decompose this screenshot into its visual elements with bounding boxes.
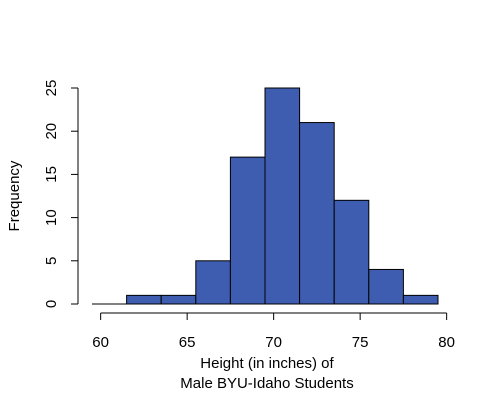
histogram-bar-0 [126, 294, 162, 305]
histogram-bar-2 [195, 260, 231, 305]
y-tick-label-0: 0 [43, 300, 60, 308]
histogram-bar-3 [229, 156, 266, 305]
y-tick-label-2: 10 [43, 209, 60, 226]
x-tick-label-1: 65 [179, 334, 196, 351]
histogram-bar-5 [299, 122, 335, 305]
y-tick-label-4: 20 [43, 123, 60, 140]
x-tick-label-4: 80 [438, 334, 455, 351]
x-tick-label-0: 60 [92, 334, 109, 351]
x-axis-title-line-2: Male BYU-Idaho Students [180, 375, 353, 392]
histogram-bars [92, 87, 439, 305]
x-axis: 60 65 70 75 80 [92, 312, 455, 351]
histogram-bar-4 [264, 87, 301, 305]
y-axis-title: Frequency [6, 160, 23, 231]
y-tick-label-5: 25 [43, 80, 60, 97]
histogram-bar-1 [160, 294, 197, 305]
histogram-bar-6 [333, 199, 370, 305]
x-tick-label-3: 75 [352, 334, 369, 351]
y-tick-label-3: 15 [43, 166, 60, 183]
x-axis-title-line-1: Height (in inches) of [200, 355, 334, 372]
histogram-bar-7 [368, 268, 404, 305]
histogram-bar-8 [402, 294, 439, 305]
x-tick-label-2: 70 [265, 334, 282, 351]
y-tick-label-1: 5 [43, 257, 60, 265]
y-axis: 0 5 10 15 20 25 [43, 80, 79, 308]
